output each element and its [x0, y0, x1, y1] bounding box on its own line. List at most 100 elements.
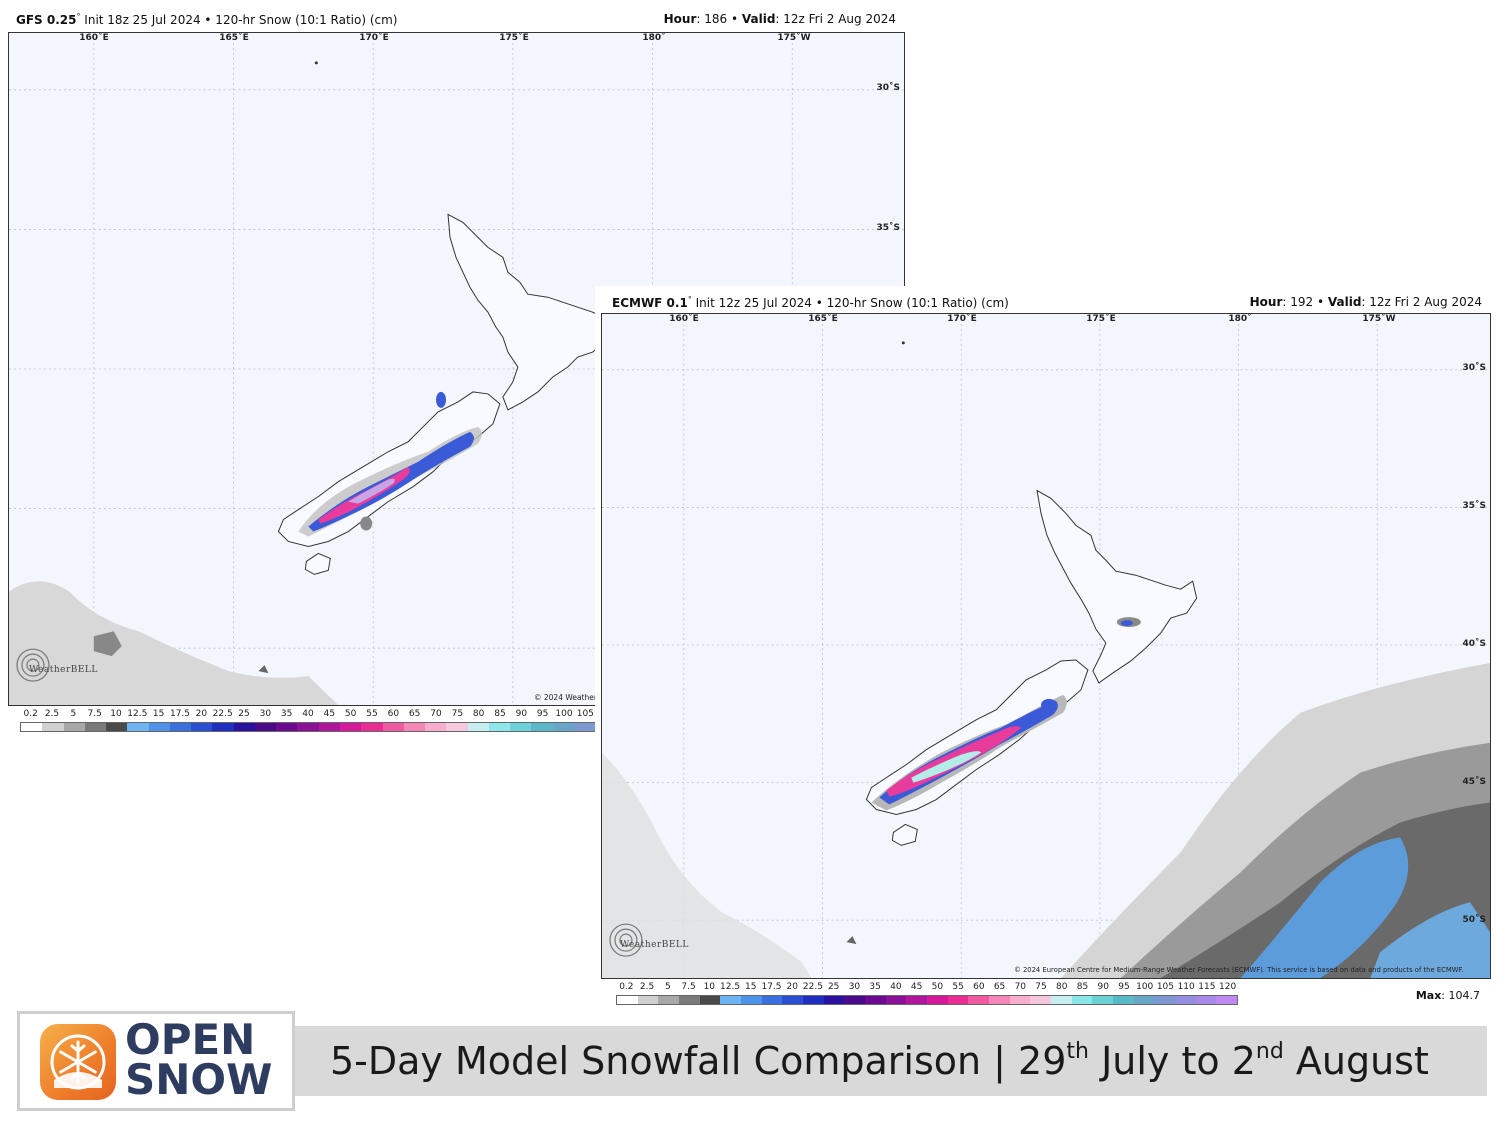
- scale-swatch: [1009, 996, 1031, 1004]
- gfs-dark-patch: [93, 631, 122, 657]
- scale-swatch: [637, 996, 659, 1004]
- scale-swatch: [21, 723, 43, 731]
- scale-tick-label: 90: [1097, 982, 1109, 992]
- gfs-lon-label: 170˚E: [359, 33, 389, 43]
- scale-tick-label: 45: [910, 982, 923, 992]
- scale-tick-label: 100: [555, 709, 573, 719]
- scale-tick-label: 110: [1177, 982, 1195, 992]
- ecmwf-max-label: Max: [1415, 989, 1442, 1002]
- scale-swatch: [947, 996, 969, 1004]
- banner-title-sup: th: [1066, 1039, 1089, 1064]
- gfs-degree: °: [76, 12, 81, 21]
- banner-title-part: 5-Day Model Snowfall Comparison | 29: [330, 1039, 1067, 1083]
- gfs-header: GFS 0.25° Init 18z 25 Jul 2024 • 120-hr …: [6, 8, 906, 30]
- scale-swatch: [761, 996, 783, 1004]
- scale-tick-label: 70: [1014, 982, 1027, 992]
- scale-swatch: [1195, 996, 1217, 1004]
- ecmwf-southern-snow-blue: [1240, 837, 1409, 978]
- scale-tick-label: 60: [973, 982, 985, 992]
- scale-tick-label: 75: [451, 709, 464, 719]
- scale-swatch: [679, 996, 700, 1004]
- ecmwf-degree: °: [687, 295, 692, 304]
- scale-tick-label: 85: [494, 709, 506, 719]
- scale-tick-label: 90: [515, 709, 528, 719]
- gfs-southern-snow: [9, 581, 339, 705]
- title-banner: 5-Day Model Snowfall Comparison | 29th J…: [295, 1026, 1487, 1096]
- ecmwf-valid: Hour: 192 • Valid: 12z Fri 2 Aug 2024: [1250, 295, 1482, 309]
- scale-swatch: [169, 723, 192, 731]
- scale-tick-label: 50: [344, 709, 357, 719]
- scale-tick-label: 70: [430, 709, 442, 719]
- opensnow-wordmark-line1: OPEN: [125, 1015, 256, 1064]
- scale-swatch: [741, 996, 762, 1004]
- gfs-model-name: GFS 0.25: [16, 13, 77, 27]
- gfs-map-svg: [9, 33, 904, 705]
- scale-swatch: [1030, 996, 1052, 1004]
- ecmwf-lat-label: 50˚S: [1462, 915, 1486, 925]
- scale-swatch: [106, 723, 128, 731]
- gfs-scale-bar: [20, 722, 596, 732]
- gfs-lon-label: 160˚E: [79, 33, 109, 43]
- opensnow-wordmark: OPEN SNOW: [125, 1015, 273, 1104]
- scale-swatch: [699, 996, 721, 1004]
- scale-tick-label: 50: [931, 982, 944, 992]
- scale-tick-label: 80: [1056, 982, 1068, 992]
- gfs-valid-label: Valid: [741, 12, 776, 26]
- scale-swatch: [1216, 996, 1238, 1004]
- opensnow-wordmark-line2: SNOW: [125, 1055, 273, 1104]
- banner-title-sup: nd: [1255, 1039, 1284, 1064]
- scale-swatch: [617, 996, 638, 1004]
- scale-tick-label: 45: [323, 709, 336, 719]
- scale-swatch: [1113, 996, 1134, 1004]
- scale-swatch: [552, 723, 574, 731]
- scale-tick-label: 22.5: [802, 982, 823, 992]
- ecmwf-lon-label: 170˚E: [947, 314, 977, 324]
- scale-swatch: [297, 723, 319, 731]
- ecmwf-copyright: © 2024 European Centre for Medium-Range …: [1014, 966, 1464, 974]
- scale-tick-label: 100: [1136, 982, 1154, 992]
- scale-tick-label: 35: [280, 709, 293, 719]
- gfs-title-rest: Init 18z 25 Jul 2024 • 120-hr Snow (10:1…: [80, 13, 398, 27]
- ecmwf-hour-value: : 192 •: [1282, 295, 1328, 309]
- scale-swatch: [446, 723, 468, 731]
- scale-tick-label: 22.5: [212, 709, 233, 719]
- gfs-small-island: [258, 665, 269, 674]
- gfs-title: GFS 0.25° Init 18z 25 Jul 2024 • 120-hr …: [16, 12, 397, 27]
- gfs-lon-label: 165˚E: [219, 33, 249, 43]
- scale-swatch: [823, 996, 845, 1004]
- gfs-lat-label: 35˚S: [876, 223, 900, 233]
- scale-tick-label: 30: [848, 982, 861, 992]
- scale-tick-label: 75: [1035, 982, 1047, 992]
- ecmwf-lon-label: 160˚E: [669, 314, 699, 324]
- scale-swatch: [531, 723, 553, 731]
- scale-swatch: [403, 723, 426, 731]
- scale-tick-label: 5: [70, 709, 77, 719]
- ecmwf-snow-spot: [1041, 698, 1057, 711]
- scale-swatch: [425, 723, 447, 731]
- scale-tick-label: 95: [536, 709, 549, 719]
- scale-tick-label: 25: [238, 709, 250, 719]
- ecmwf-north-snow-blue: [1120, 620, 1133, 627]
- ecmwf-western-snow: [602, 752, 812, 978]
- scale-tick-label: 95: [1118, 982, 1130, 992]
- ecmwf-color-scale: 0.2 2.5 5 7.5 10 12.5 15 17.5 20 22.5 25 30 35 40 45 50…: [616, 982, 1238, 1012]
- scale-tick-label: 12.5: [720, 982, 741, 992]
- ecmwf-small-island: [846, 936, 857, 945]
- gfs-lon-label: 180˚: [642, 33, 666, 43]
- scale-tick-label: 7.5: [681, 982, 696, 992]
- banner-title-part: July to 2: [1088, 1039, 1256, 1083]
- gfs-lat-label: 30˚S: [876, 83, 900, 93]
- ecmwf-valid-label: Valid: [1327, 295, 1362, 309]
- ecmwf-lon-label: 175˚W: [1362, 314, 1396, 324]
- ecmwf-header: ECMWF 0.1° Init 12z 25 Jul 2024 • 120-hr…: [597, 288, 1492, 310]
- scale-tick-label: 55: [952, 982, 964, 992]
- gfs-valid-value: : 12z Fri 2 Aug 2024: [775, 12, 896, 26]
- scale-swatch: [1051, 996, 1072, 1004]
- gfs-hour-value: : 186 •: [696, 12, 742, 26]
- scale-swatch: [720, 996, 742, 1004]
- ecmwf-max-value: : 104.7: [1441, 989, 1480, 1002]
- scale-swatch: [865, 996, 886, 1004]
- ecmwf-scale-ticks: 0.2 2.5 5 7.5 10 12.5 15 17.5 20 22.5 25 30 35 40 45 50…: [616, 982, 1238, 994]
- scale-swatch: [989, 996, 1010, 1004]
- ecmwf-snow-cyan: [911, 751, 982, 783]
